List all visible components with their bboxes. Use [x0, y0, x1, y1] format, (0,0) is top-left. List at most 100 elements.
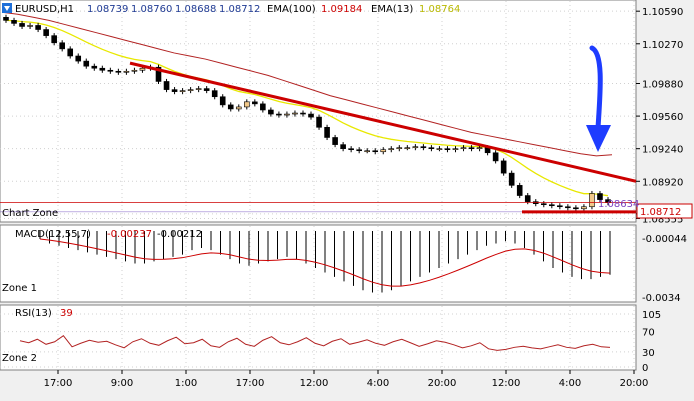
rsi-line — [19, 335, 611, 351]
candle-body — [589, 193, 595, 208]
time-tick-label: 1:00 — [175, 378, 197, 389]
candle-body — [11, 20, 17, 24]
candle-body — [508, 172, 515, 186]
rsi-path — [19, 335, 611, 351]
candle-body — [75, 55, 82, 62]
candle-body — [492, 152, 499, 162]
candle-body — [19, 23, 25, 27]
macd-value1: -0.00237 — [107, 229, 152, 240]
candle-body — [316, 116, 322, 128]
candle-body — [244, 101, 250, 108]
candle-body — [284, 113, 290, 116]
rsi-tick-label: 30 — [642, 348, 655, 359]
candle-body — [597, 193, 603, 200]
ema-100-path — [1, 11, 613, 157]
candle-body — [35, 25, 41, 30]
candle-body — [380, 149, 387, 153]
time-tick-label: 20:00 — [428, 378, 457, 389]
ema-100-line — [1, 11, 613, 157]
price-tick-label: 1.09880 — [642, 80, 683, 91]
rsi-label: RSI(13) — [15, 308, 52, 319]
candle-body — [500, 160, 507, 174]
candle-body — [51, 35, 57, 44]
candle-body — [115, 70, 122, 73]
candle-body — [163, 81, 170, 90]
macd-signal-line — [39, 238, 611, 287]
candle-body — [581, 206, 587, 210]
candle-body — [27, 25, 33, 27]
time-tick-label: 17:00 — [236, 378, 265, 389]
candle-body — [3, 16, 9, 21]
candle-body — [123, 70, 130, 73]
rsi-value: 39 — [60, 308, 73, 319]
candle-body — [348, 148, 354, 151]
candlesticks — [3, 14, 611, 212]
price-tick-label: 1.09560 — [642, 112, 683, 123]
candle-body — [372, 150, 379, 153]
time-tick-label: 20:00 — [620, 378, 649, 389]
candle-body — [468, 147, 475, 149]
time-tick-label: 4:00 — [559, 378, 581, 389]
time-tick-label: 4:00 — [367, 378, 389, 389]
candle-body — [332, 137, 338, 145]
candle-body — [203, 88, 210, 91]
time-tick-label: 12:00 — [300, 378, 329, 389]
candle-body — [67, 48, 74, 57]
macd-axis-top: -0.00044 — [642, 234, 687, 245]
candle-body — [516, 185, 523, 196]
candle-body — [107, 69, 114, 72]
price-tick-label: 1.10270 — [642, 40, 683, 51]
candle-body — [428, 147, 435, 149]
current-price-label: 1.08712 — [640, 207, 681, 218]
price-tick-label: 1.09240 — [642, 145, 683, 156]
zone2-label: Zone 2 — [2, 353, 37, 364]
candle-body — [131, 69, 138, 72]
open-value: 1.08739 — [87, 4, 128, 15]
ema-long-label: EMA(100) — [267, 4, 316, 15]
candle-body — [364, 150, 371, 153]
candle-body — [195, 88, 202, 90]
rsi-tick-label: 105 — [642, 310, 661, 321]
downtrend-line — [129, 61, 637, 183]
candle-body — [557, 205, 563, 208]
macd-value2: -0.00212 — [157, 229, 202, 240]
candle-body — [99, 67, 106, 71]
candle-body — [91, 65, 98, 69]
chart-zone-label: Chart Zone — [2, 208, 58, 219]
candle-body — [300, 112, 306, 115]
high-value: 1.08760 — [131, 4, 172, 15]
axes: 1.10590 1.10270 1.09880 1.09560 1.09240 1.089… — [44, 7, 684, 389]
grid-lines — [0, 1, 636, 369]
chevron-down-icon — [4, 6, 10, 11]
candle-body — [276, 113, 282, 116]
candle-body — [179, 90, 186, 92]
candle-body — [235, 106, 242, 110]
candle-body — [404, 147, 411, 149]
candle-body — [436, 148, 443, 150]
candle-body — [540, 203, 547, 206]
candle-body — [219, 96, 226, 106]
time-tick-label: 12:00 — [492, 378, 521, 389]
price-tick-label: 1.10590 — [642, 7, 683, 18]
down-arrow-shaft — [589, 45, 603, 131]
price-tick-label: 1.08920 — [642, 177, 683, 188]
symbol-label: EURUSD,H1 — [15, 4, 74, 15]
candle-body — [452, 148, 459, 151]
candle-body — [292, 112, 298, 115]
ema-13-path — [5, 19, 609, 197]
arrow-down-icon — [586, 125, 611, 152]
candle-body — [340, 144, 346, 149]
rsi-tick-label: 0 — [642, 363, 648, 374]
ema-long-value: 1.09184 — [321, 4, 362, 15]
time-tick-label: 9:00 — [111, 378, 133, 389]
ema-13-line — [5, 19, 609, 197]
candle-body — [565, 206, 571, 209]
overlays — [0, 45, 637, 214]
current-price-box — [636, 203, 693, 219]
candle-body — [444, 148, 451, 151]
price-tick-label: 1.08555 — [642, 214, 683, 225]
rsi-panel — [0, 304, 637, 371]
candle-body — [412, 146, 419, 148]
candle-body — [155, 66, 162, 82]
